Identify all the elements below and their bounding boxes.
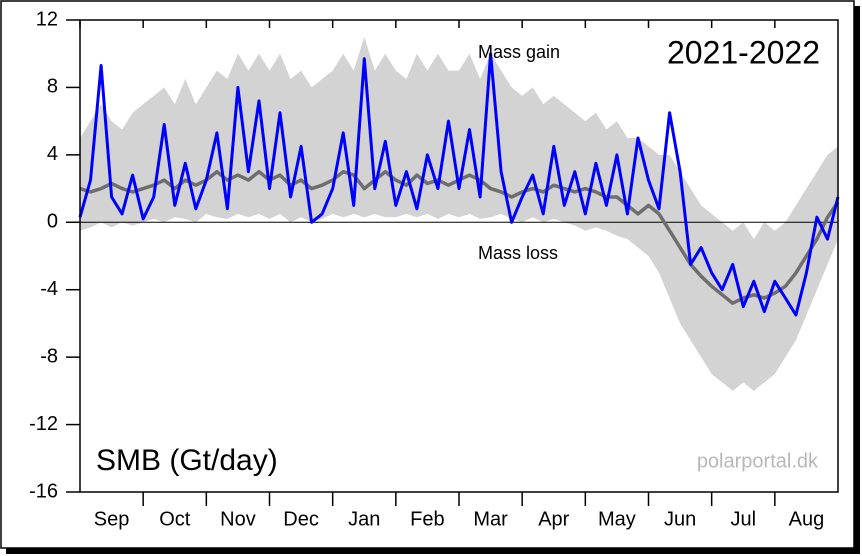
y-axis-label: SMB (Gt/day) [96,444,278,477]
y-tick-label: -16 [29,480,58,502]
y-tick-label: 8 [47,76,58,98]
y-tick-label: 0 [47,211,58,233]
annotation: Mass loss [478,243,558,263]
x-tick-label: Apr [538,508,569,530]
source: polarportal.dk [697,450,819,472]
x-tick-label: Jul [730,508,756,530]
x-tick-label: Sep [94,508,130,530]
x-tick-label: Feb [410,508,444,530]
y-tick-label: 4 [47,143,58,165]
x-tick-label: Jun [664,508,696,530]
x-tick-label: Jan [348,508,380,530]
x-tick-label: Dec [283,508,319,530]
x-tick-label: Nov [220,508,256,530]
x-tick-label: May [598,508,636,530]
x-tick-label: Mar [473,508,508,530]
range-band [80,36,838,391]
y-tick-label: -12 [29,413,58,435]
y-tick-label: -8 [40,345,58,367]
chart-title: 2021-2022 [667,34,820,70]
annotation: Mass gain [478,42,560,62]
x-tick-label: Aug [789,508,825,530]
y-tick-label: 12 [36,8,58,30]
daily-line [78,52,840,317]
plot-area: 12 8 4 0 -4 -8 -12 -16 Sep Oct Nov Dec Jan Feb Mar Apr M… [29,8,840,530]
y-tick-label: -4 [40,278,58,300]
x-tick-label: Oct [159,508,191,530]
